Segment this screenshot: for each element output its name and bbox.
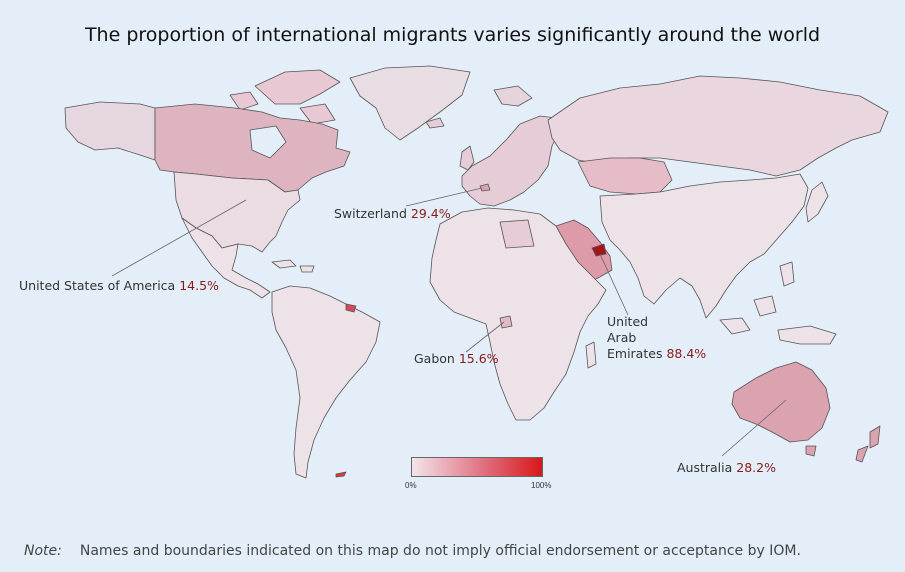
callout-australia: Australia 28.2% [677, 460, 776, 476]
map-note: Note: Names and boundaries indicated on t… [24, 543, 801, 559]
leader-gabon [465, 321, 505, 353]
legend-gradient-bar [411, 457, 543, 477]
leader-uae [599, 253, 629, 316]
uk [459, 145, 475, 171]
callout-uae-line-2: Arab [607, 330, 637, 345]
legend-max-label: 100% [531, 481, 552, 490]
switzerland [479, 183, 491, 192]
callout-uae: United Arab Emirates 88.4% [607, 314, 706, 362]
asia [599, 173, 809, 319]
callout-switzerland: Switzerland 29.4% [334, 206, 451, 222]
leader-usa [111, 199, 247, 277]
southeast-asia [719, 317, 751, 335]
callout-switzerland-country: Switzerland [334, 206, 407, 221]
callout-uae-line-3: Emirates [607, 346, 663, 361]
callout-switzerland-value: 29.4% [410, 206, 451, 221]
kazakhstan [577, 157, 673, 195]
leader-switzerland [405, 187, 483, 207]
callout-australia-value: 28.2% [736, 460, 776, 475]
africa [429, 207, 607, 421]
map-title: The proportion of international migrants… [84, 24, 821, 46]
gabon [499, 315, 513, 329]
callout-usa-country: United States of America [19, 278, 176, 293]
south-america [271, 285, 381, 479]
alaska [64, 101, 156, 161]
note-label: Note: [24, 543, 62, 559]
japan [805, 181, 829, 223]
canada-arctic-islands [254, 69, 341, 105]
callout-gabon-country: Gabon [414, 351, 455, 366]
callout-gabon-value: 15.6% [458, 351, 499, 366]
callout-gabon: Gabon 15.6% [414, 351, 499, 367]
callout-usa-value: 14.5% [179, 278, 219, 293]
greenland [349, 65, 471, 141]
australia [731, 361, 831, 443]
new-zealand [869, 425, 881, 449]
leader-australia [721, 399, 787, 457]
note-text: Names and boundaries indicated on this m… [79, 543, 801, 559]
callout-australia-country: Australia [677, 460, 733, 475]
mexico [181, 217, 271, 299]
callout-uae-value: 88.4% [666, 346, 707, 361]
libya [499, 219, 535, 249]
uae [591, 243, 607, 257]
legend-min-label: 0% [405, 481, 417, 490]
callout-usa: United States of America 14.5% [19, 278, 219, 294]
europe [461, 115, 561, 207]
callout-uae-line-1: United [607, 314, 649, 329]
